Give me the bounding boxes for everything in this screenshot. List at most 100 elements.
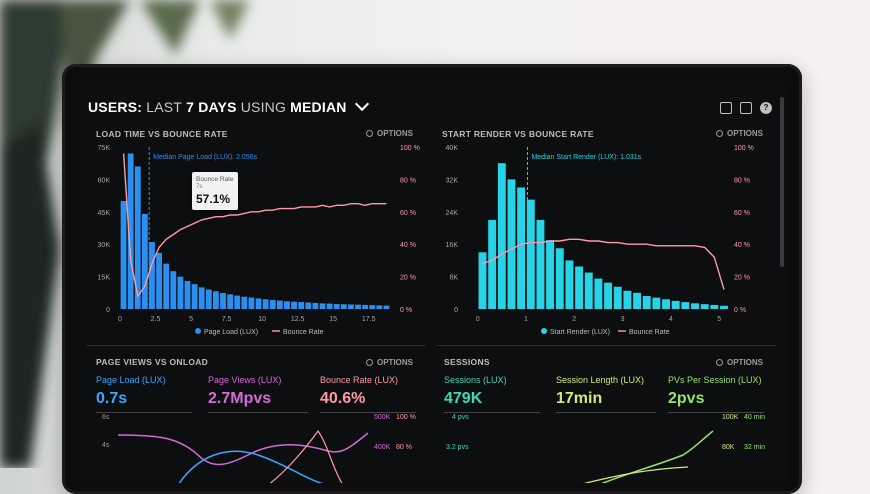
bar xyxy=(652,297,661,309)
metric-value-bounce-rate: 40.6% xyxy=(320,390,366,407)
axis-label: 40 min xyxy=(744,414,766,421)
title-aggregate: MEDIAN xyxy=(290,99,347,115)
metric-label-page-load: Page Load (LUX) xyxy=(96,375,166,385)
bar xyxy=(319,303,326,309)
bar xyxy=(127,153,134,309)
y2-tick-label: 40 % xyxy=(734,242,750,249)
y2-tick-label: 0 % xyxy=(400,307,412,314)
bar xyxy=(720,305,728,309)
bar xyxy=(710,304,719,309)
pageviews-panel-title: PAGE VIEWS VS ONLOAD xyxy=(96,357,209,367)
bar xyxy=(284,301,290,309)
chevron-down-icon[interactable] xyxy=(354,96,369,112)
bar xyxy=(149,242,155,309)
bar xyxy=(120,201,127,309)
options-label: OPTIONS xyxy=(727,358,764,367)
title-last: LAST xyxy=(146,99,183,115)
x-tick-label: 5 xyxy=(189,316,193,323)
legend-label: Page Load (LUX) xyxy=(204,329,258,336)
load-panel-title: LOAD TIME VS BOUNCE RATE xyxy=(96,129,228,139)
title-days: 7 DAYS xyxy=(186,99,237,115)
pageviews-mini-chart xyxy=(118,429,368,483)
bar xyxy=(227,294,234,309)
y2-tick-label: 20 % xyxy=(734,275,750,282)
bar xyxy=(507,179,516,309)
bar xyxy=(177,276,184,309)
metric-underline xyxy=(320,412,416,413)
metric-label-sessions: Sessions (LUX) xyxy=(444,375,507,385)
metric-value-session-length: 17min xyxy=(556,390,603,407)
bar xyxy=(691,303,699,309)
bar xyxy=(478,252,487,309)
bar xyxy=(305,302,312,309)
bar xyxy=(298,302,305,309)
help-icon[interactable]: ? xyxy=(760,102,772,114)
axis-label: 100K xyxy=(722,414,739,421)
dashboard-title[interactable]: USERS: LAST 7 DAYS USING MEDIAN xyxy=(88,96,369,115)
x-tick-label: 3 xyxy=(621,316,625,323)
y2-tick-label: 100 % xyxy=(400,145,420,152)
bar xyxy=(291,301,297,309)
bar xyxy=(536,219,545,309)
sessions-mini-chart xyxy=(583,430,714,483)
gear-icon xyxy=(366,359,373,366)
start-render-chart: 40K 32K 24K 16K 8K 0 100 % 80 % 60 % 40 % 20 % 0 % 0… xyxy=(446,145,754,336)
y2-tick-label: 80 % xyxy=(734,177,750,184)
y-tick-label: 75K xyxy=(98,145,111,152)
series-line xyxy=(583,466,689,483)
metric-value-page-load: 0.7s xyxy=(96,390,128,407)
bounce-rate-line xyxy=(482,238,725,290)
series-line xyxy=(601,430,714,483)
tooltip-value: 57.1% xyxy=(196,192,231,206)
options-label: OPTIONS xyxy=(727,129,764,138)
bar xyxy=(671,300,680,309)
gear-icon xyxy=(366,130,373,137)
bar xyxy=(613,286,622,309)
bar xyxy=(623,290,632,309)
legend-label: Bounce Rate xyxy=(283,329,324,336)
y-tick-label: 16K xyxy=(446,242,459,249)
axis-label: 4s xyxy=(102,442,110,449)
bounce-rate-line xyxy=(122,153,387,298)
y2-tick-label: 60 % xyxy=(400,210,416,217)
render-options-button[interactable]: OPTIONS xyxy=(716,129,763,138)
x-tick-label: 7.5 xyxy=(222,316,232,323)
chart-icon[interactable] xyxy=(740,102,752,114)
load-options-button[interactable]: OPTIONS xyxy=(366,129,413,138)
bar xyxy=(584,272,593,309)
x-tick-label: 2.5 xyxy=(151,316,161,323)
bar xyxy=(348,304,354,309)
bar xyxy=(340,304,347,309)
axis-label: 500K xyxy=(374,414,391,421)
bar xyxy=(517,187,526,309)
gear-icon xyxy=(716,130,723,137)
y-tick-label: 45K xyxy=(98,210,111,217)
legend-swatch xyxy=(195,328,201,334)
metric-label-pvs-per-session: PVs Per Session (LUX) xyxy=(668,375,762,385)
bar xyxy=(262,299,269,309)
scrollbar[interactable] xyxy=(780,97,784,267)
title-prefix: USERS: xyxy=(88,99,143,115)
bar xyxy=(362,304,369,309)
monitor-icon[interactable] xyxy=(720,102,732,114)
x-tick-label: 5 xyxy=(717,316,721,323)
pageviews-options-button[interactable]: OPTIONS xyxy=(366,358,413,367)
dashboard-screen: USERS: LAST 7 DAYS USING MEDIAN ? LOAD T… xyxy=(78,83,788,483)
bar xyxy=(213,291,219,309)
gear-icon xyxy=(716,359,723,366)
bar xyxy=(604,282,613,309)
bar xyxy=(312,302,319,309)
bar xyxy=(565,260,574,309)
y2-tick-label: 80 % xyxy=(400,177,416,184)
metric-underline xyxy=(444,412,540,413)
sessions-options-button[interactable]: OPTIONS xyxy=(716,358,763,367)
bar xyxy=(355,304,361,309)
axis-label: 80K xyxy=(722,444,735,451)
series-line xyxy=(269,429,343,483)
bar xyxy=(546,240,555,309)
x-tick-label: 10 xyxy=(258,316,266,323)
x-tick-label: 2 xyxy=(572,316,576,323)
x-tick-label: 0 xyxy=(118,316,122,323)
options-label: OPTIONS xyxy=(377,129,414,138)
load-time-chart: 75K 60K 45K 30K 15K 0 100 % 80 % 60 % 40 % 20 % 0 %… xyxy=(98,145,420,336)
